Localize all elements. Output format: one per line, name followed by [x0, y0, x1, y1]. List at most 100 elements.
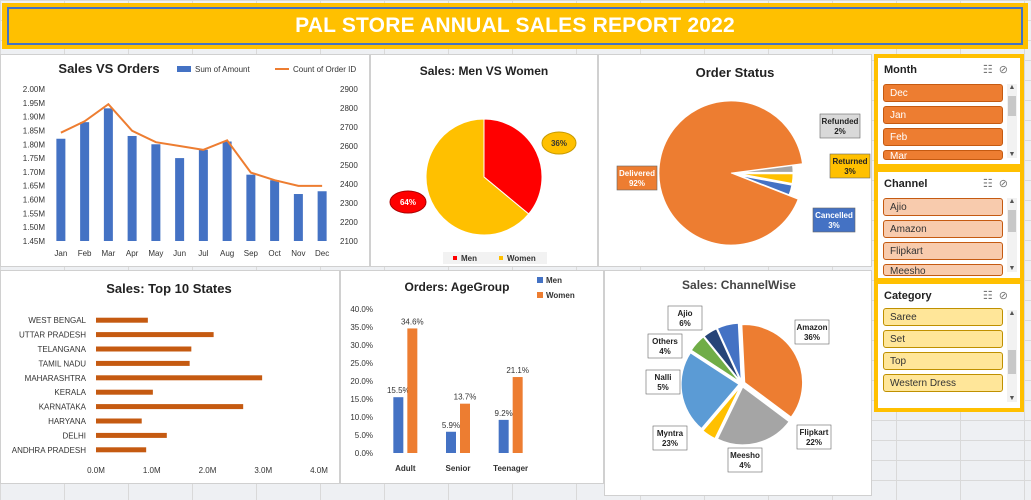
slicer-item[interactable]: Meesho	[883, 264, 1003, 276]
data-label-others-text: 4%	[659, 347, 671, 356]
bar-state	[96, 332, 214, 338]
pie-slice-nalli	[690, 335, 741, 383]
bar-amount	[270, 180, 280, 241]
y-tick-label: 30.0%	[350, 341, 373, 350]
slicer-item[interactable]: Saree	[883, 308, 1003, 326]
slicer-item[interactable]: Feb	[883, 128, 1003, 146]
y-right-tick-label: 2200	[340, 218, 358, 227]
multi-select-icon[interactable]: ☷	[982, 64, 999, 76]
y-tick-label: MAHARASHTRA	[25, 374, 87, 383]
scroll-up-icon[interactable]: ▲	[1008, 198, 1016, 205]
scroll-thumb[interactable]	[1008, 350, 1016, 374]
y-right-tick-label: 2400	[340, 180, 358, 189]
data-label-cancelled-box	[812, 207, 856, 233]
data-label-flipkart-text: 22%	[806, 438, 822, 447]
legend-label-women: Women	[546, 291, 575, 300]
scroll-down-icon[interactable]: ▼	[1008, 151, 1016, 158]
legend-label-men: Men	[546, 276, 562, 285]
data-label-men: 36%	[551, 139, 567, 148]
slicer-item[interactable]: Mar	[883, 150, 1003, 160]
slicer-item[interactable]: Dec	[883, 84, 1003, 102]
y-tick-label: KARNATAKA	[39, 403, 87, 412]
pie-slice-refunded	[740, 165, 794, 173]
bar-women	[512, 377, 523, 453]
y-left-tick-label: 2.00M	[23, 85, 46, 94]
scroll-thumb[interactable]	[1008, 210, 1016, 232]
bar-amount	[80, 122, 90, 241]
chart-title: Sales VS Orders	[58, 61, 159, 76]
data-label-women-bubble	[389, 190, 427, 214]
channelwise-chart[interactable]: Sales: ChannelWise Amazon 36% Flipkart 22% Me…	[604, 270, 872, 496]
x-tick-label: Oct	[268, 249, 281, 258]
bar-amount	[175, 158, 185, 241]
y-tick-label: 35.0%	[350, 323, 373, 332]
clear-filter-icon[interactable]: ⊘	[998, 290, 1014, 302]
slicer-scrollbar[interactable]: ▲ ▼	[1007, 310, 1017, 402]
slicer-scrollbar[interactable]: ▲ ▼	[1007, 84, 1017, 158]
y-left-tick-label: 1.90M	[23, 113, 46, 122]
clear-filter-icon[interactable]: ⊘	[998, 178, 1014, 190]
scroll-down-icon[interactable]: ▼	[1008, 395, 1016, 402]
slicer-item[interactable]: Ajio	[883, 198, 1003, 216]
scroll-up-icon[interactable]: ▲	[1008, 84, 1016, 91]
y-tick-label: DELHI	[62, 431, 86, 440]
legend-swatch-women	[499, 256, 503, 260]
legend-bg	[443, 252, 547, 264]
data-label-meesho-text: Meesho	[730, 451, 760, 460]
pie-slice-women	[425, 118, 530, 236]
slicer-item[interactable]: Jan	[883, 106, 1003, 124]
bar-amount	[317, 191, 327, 241]
bar-state	[96, 432, 167, 438]
data-label-returned-text: 3%	[844, 167, 856, 176]
slicer-item[interactable]: Set	[883, 330, 1003, 348]
data-label-delivered-box	[616, 165, 658, 191]
order-status-chart[interactable]: Order Status Delivered 92% Refunded 2% Return…	[598, 54, 872, 267]
sales-vs-orders-svg: Sales VS Orders Sum of Amount Count of Ord…	[23, 61, 359, 258]
data-label: 5.9%	[442, 421, 460, 430]
x-tick-label: Apr	[126, 249, 139, 258]
multi-select-icon[interactable]: ☷	[982, 290, 999, 302]
x-tick-label: Senior	[446, 464, 471, 473]
slicer-category-title: Category	[884, 290, 932, 302]
top-states-chart[interactable]: Sales: Top 10 States WEST BENGAL UTTAR PRA…	[0, 270, 340, 484]
x-tick-label: Feb	[78, 249, 92, 258]
data-label: 34.6%	[401, 317, 424, 326]
scroll-up-icon[interactable]: ▲	[1008, 310, 1016, 317]
scroll-down-icon[interactable]: ▼	[1008, 265, 1016, 272]
legend-label-orders: Count of Order ID	[293, 65, 356, 74]
clear-filter-icon[interactable]: ⊘	[998, 64, 1014, 76]
x-tick-label: Jun	[173, 249, 186, 258]
data-label-returned-box	[829, 153, 871, 179]
slicer-month[interactable]: Month ☷⊘ Dec Jan Feb Mar ▲ ▼	[874, 54, 1024, 168]
bar-amount	[56, 138, 66, 241]
data-label-flipkart-text: Flipkart	[800, 428, 829, 437]
y-tick-label: 15.0%	[350, 395, 373, 404]
bar-state	[96, 375, 263, 381]
slicer-item[interactable]: Flipkart	[883, 242, 1003, 260]
slicer-category[interactable]: Category ☷⊘ Saree Set Top Western Dress …	[874, 280, 1024, 412]
pie-slice-returned	[740, 173, 794, 184]
multi-select-icon[interactable]: ☷	[982, 178, 999, 190]
x-tick-label: Nov	[291, 249, 305, 258]
agegroup-chart[interactable]: Orders: AgeGroup Men Women 40.0% 35.0% 30.0% 2…	[340, 270, 604, 484]
slicer-month-body: Month ☷⊘ Dec Jan Feb Mar ▲ ▼	[878, 58, 1020, 164]
y-left-tick-label: 1.75M	[23, 154, 46, 163]
slicer-item[interactable]: Amazon	[883, 220, 1003, 238]
y-tick-label: WEST BENGAL	[28, 316, 86, 325]
x-tick-label: 4.0M	[310, 466, 328, 475]
slicer-item[interactable]: Western Dress	[883, 374, 1003, 392]
slicer-item[interactable]: Top	[883, 352, 1003, 370]
slicer-scrollbar[interactable]: ▲ ▼	[1007, 198, 1017, 272]
x-tick-label: Dec	[315, 249, 329, 258]
bar-amount	[127, 135, 137, 241]
data-label-meesho-text: 4%	[739, 461, 751, 470]
y-right-tick-label: 2600	[340, 142, 358, 151]
bar-amount	[246, 174, 256, 241]
slicer-channel[interactable]: Channel ☷⊘ Ajio Amazon Flipkart Meesho ▲…	[874, 168, 1024, 282]
sales-vs-orders-chart[interactable]: Sales VS Orders Sum of Amount Count of Ord…	[0, 54, 370, 267]
scroll-thumb[interactable]	[1008, 96, 1016, 116]
men-vs-women-chart[interactable]: Sales: Men VS Women 36% 64% Men Women	[370, 54, 598, 267]
pie-slice-delivered	[658, 100, 803, 246]
pie-slice-cancelled	[740, 175, 793, 196]
